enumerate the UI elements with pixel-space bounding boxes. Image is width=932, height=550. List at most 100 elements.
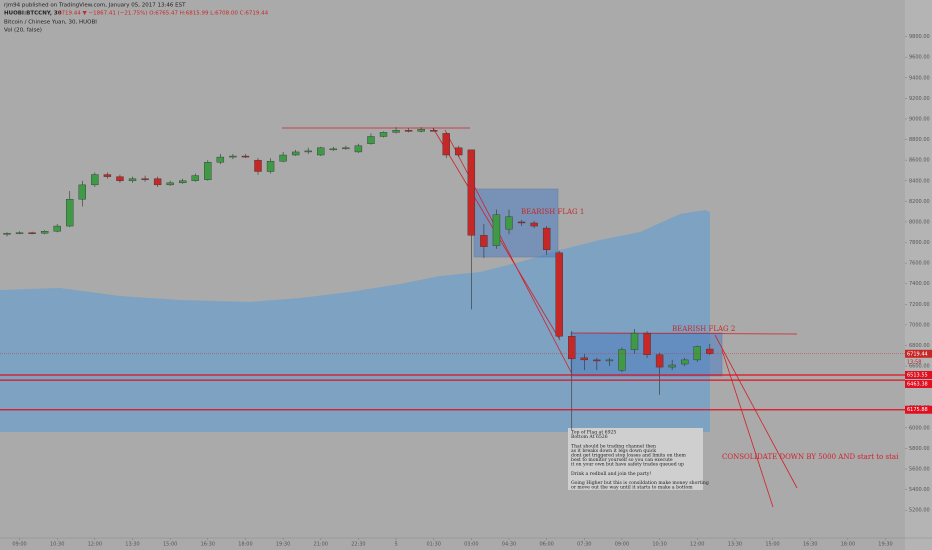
x-tick-label: 13:30 [125, 542, 139, 548]
x-tick-label: 19:30 [276, 542, 290, 548]
x-tick-label: 09:00 [12, 542, 26, 548]
candle-body [128, 178, 137, 181]
x-tick-label: 12:00 [690, 542, 704, 548]
current-price-label: 6719.44 [907, 351, 928, 357]
level-label-bg [905, 370, 932, 379]
x-tick-label: 10:30 [50, 542, 64, 548]
annotation: BEARISH FLAG 2 [672, 325, 735, 333]
note-line: Top of Flag at 6925 [571, 430, 616, 436]
x-tick-label: 16:30 [803, 542, 817, 548]
x-tick-label: 10:30 [652, 542, 666, 548]
x-tick-label: 09:00 [615, 542, 629, 548]
ticker: HUOBI:BTCCNY, 30 [4, 11, 62, 17]
note-line: it on your own but have safety trades qu… [571, 462, 684, 468]
candle-body [643, 332, 651, 355]
annotation: CONSOLIDATE DOWN BY 5000 AND start to st… [722, 453, 899, 461]
x-tick-label: 13:30 [728, 542, 742, 548]
level-label: 6175.88 [907, 407, 928, 413]
x-tick-label: 19:30 [878, 542, 892, 548]
candle-body [417, 129, 425, 132]
candle-body [530, 222, 538, 227]
x-tick-label: 22:30 [351, 542, 365, 548]
y-tick-label: 5400.00 [909, 487, 930, 493]
candle-body [354, 145, 363, 153]
candle-body [91, 174, 99, 186]
candle-body [40, 231, 49, 234]
y-tick-label: 9600.00 [909, 55, 930, 61]
x-tick-label: 03:00 [464, 542, 478, 548]
candle-body [304, 150, 312, 153]
y-tick-label: 8200.00 [909, 199, 930, 205]
candle-body [605, 359, 614, 362]
x-tick-label: 12:00 [88, 542, 102, 548]
chart-title: Bitcoin / Chinese Yuan, 30, HUOBI [4, 20, 97, 26]
candle-body [342, 147, 350, 150]
candle-body [291, 151, 300, 156]
x-tick-label: 5 [394, 542, 397, 548]
y-tick-label: 8600.00 [909, 158, 930, 164]
note-line: That should be trading channel then [571, 443, 656, 449]
y-tick-label: 7800.00 [909, 240, 930, 246]
candle-body [317, 147, 325, 156]
candle-body [78, 184, 87, 200]
x-tick-label: 15:00 [163, 542, 177, 548]
candle-body [442, 133, 450, 156]
candle-body [28, 232, 36, 234]
level-label: 6513.55 [907, 372, 928, 378]
note-line: best to monitor yourself so you can exec… [571, 457, 673, 463]
x-tick-label: 18:00 [841, 542, 855, 548]
y-tick-label: 9000.00 [909, 116, 930, 122]
x-tick-label: 18:00 [238, 542, 252, 548]
candle-body [430, 130, 438, 132]
quote: 6719.44 ▼ −1867.41 (−21.75%) O:6765.47 H… [58, 11, 269, 17]
candle-body [266, 160, 275, 172]
candle-body [204, 162, 212, 180]
candle-body [492, 214, 501, 246]
candle-body [618, 349, 626, 371]
candle-body [655, 354, 664, 368]
candle-body [241, 155, 250, 158]
y-tick-label: 9400.00 [909, 75, 930, 81]
candle-body [329, 148, 337, 151]
candle-body [216, 156, 225, 163]
candle-body [116, 176, 124, 181]
volume-label: Vol (20, false) [4, 28, 42, 34]
candle-body [3, 233, 11, 235]
trend-lines [282, 127, 798, 508]
note-line: dont get triggered stop losses and limit… [571, 453, 686, 459]
x-tick-label: 15:00 [765, 542, 779, 548]
candle-body [367, 136, 375, 144]
note-line: or move out the way until it starts to m… [571, 485, 693, 491]
candle-body [568, 336, 576, 360]
y-tick-label: 7600.00 [909, 261, 930, 267]
y-tick-label: 7200.00 [909, 302, 930, 308]
annotation: BEARISH FLAG 1 [521, 208, 584, 216]
candle-body [103, 174, 112, 177]
countdown-label: 13:58 [907, 359, 921, 365]
candle-body [467, 149, 476, 236]
candle-body [668, 364, 676, 368]
note-line: Drink a redbull and join the party! [571, 471, 651, 477]
y-tick-label: 8000.00 [909, 219, 930, 225]
level-label: 6463.38 [907, 381, 928, 387]
candle-body [141, 178, 149, 180]
y-tick-label: 6600.00 [909, 364, 930, 370]
y-tick-label: 9800.00 [909, 34, 930, 40]
publisher: rjm94 published on TradingView.com, Janu… [4, 3, 186, 9]
x-tick-label: 16:30 [201, 542, 215, 548]
candle-body [153, 178, 162, 186]
note-line: Bottom At 6526 [571, 434, 608, 440]
candle-body [593, 359, 601, 362]
y-tick-label: 5600.00 [909, 467, 930, 473]
price-label-bg [905, 349, 932, 358]
level-label-bg [905, 379, 932, 388]
x-tick-label: 06:00 [539, 542, 553, 548]
candle-body [455, 147, 463, 156]
volume-area [0, 210, 710, 432]
candle-body [379, 132, 388, 137]
level-label-bg [905, 405, 932, 414]
y-tick-label: 6800.00 [909, 343, 930, 349]
y-tick-label: 7000.00 [909, 322, 930, 328]
candle-body [542, 227, 551, 250]
